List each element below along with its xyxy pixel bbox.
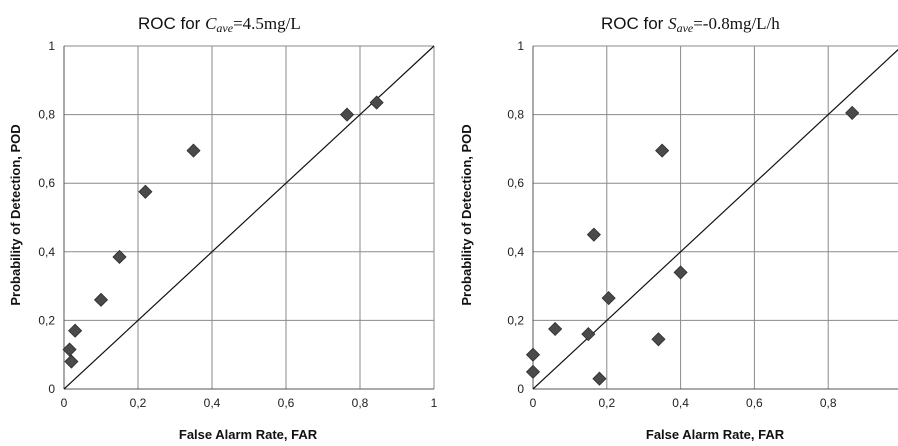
title-prefix: ROC for (601, 14, 668, 33)
plot-area: 0 0,2 0,4 0,6 0,8 0 0,2 0,4 0,6 0,8 1 (507, 39, 898, 410)
diagonal-reference-line (532, 48, 898, 390)
x-tick-label: 0,4 (672, 396, 689, 410)
title-suffix: =4.5mg/L (233, 14, 301, 33)
x-tick-label: 0,6 (746, 396, 763, 410)
x-axis-label: False Alarm Rate, FAR (179, 427, 318, 442)
y-tick-label: 0,8 (38, 108, 55, 122)
x-tick-label: 0,8 (820, 396, 837, 410)
title-symbol: C (205, 14, 217, 33)
data-point (586, 227, 601, 242)
title-symbol: S (668, 14, 677, 33)
x-tick-label: 0,2 (598, 396, 615, 410)
data-point (369, 95, 384, 110)
y-tick-label: 0,2 (507, 313, 524, 327)
roc-chart-concentration-svg: ROC for Cave=4.5mg/L 0 0,2 0,4 0,6 0,8 100,20… (8, 14, 438, 442)
data-point (525, 364, 541, 379)
roc-chart-slope: ROC for Save=-0.8mg/L/h 0 0,2 0,4 0,6 0,8 0 0,… (449, 0, 898, 446)
x-tick-label: 0,2 (130, 396, 147, 410)
data-point (845, 105, 860, 120)
y-tick-label: 1 (517, 39, 524, 53)
plot-area: 0 0,2 0,4 0,6 0,8 1 0 0,2 0,4 0,6 0,8 1 (38, 39, 437, 410)
roc-chart-concentration: ROC for Cave=4.5mg/L 0 0,2 0,4 0,6 0,8 1 0 0,2 0… (8, 14, 438, 442)
y-tick-label: 0,6 (507, 176, 524, 190)
title-subscript: ave (677, 21, 694, 35)
x-tick-label: 0 (61, 396, 68, 410)
data-point (651, 332, 666, 347)
y-axis-label: Probability of Detection, POD (459, 124, 474, 305)
data-point (655, 143, 670, 158)
title-suffix: =-0.8mg/L/h (693, 14, 780, 33)
x-axis-label: False Alarm Rate, FAR (646, 427, 785, 442)
y-tick-label: 0,6 (38, 176, 55, 190)
data-point (525, 347, 541, 362)
x-tick-label: 0,6 (278, 396, 295, 410)
y-axis-label: Probability of Detection, POD (8, 124, 23, 305)
data-point (68, 323, 83, 338)
y-tick-label: 0,8 (507, 108, 524, 122)
data-point (581, 327, 596, 342)
roc-chart-slope-svg: ROC for Save=-0.8mg/L/h 0 0,2 0,4 0,6 0,8 0 0,… (459, 14, 898, 442)
data-point (592, 371, 607, 386)
chart-title: ROC for Save=-0.8mg/L/h (601, 14, 780, 35)
y-tick-label: 0,4 (507, 245, 524, 259)
x-tick-label: 1 (431, 396, 438, 410)
x-tick-label: 0 (530, 396, 537, 410)
x-tick-label: 0,8 (352, 396, 369, 410)
data-point (93, 292, 109, 307)
x-tick-label: 0,4 (204, 396, 221, 410)
data-point (673, 265, 688, 280)
y-tick-label: 0 (517, 382, 524, 396)
data-point (548, 321, 563, 337)
chart-title: ROC for Cave=4.5mg/L (138, 14, 301, 35)
data-point (601, 291, 616, 306)
data-point (186, 143, 201, 158)
data-point (62, 342, 77, 357)
data-point (112, 249, 127, 265)
data-point (138, 184, 153, 199)
data-point (339, 107, 355, 122)
data-point (64, 354, 79, 369)
title-prefix: ROC for (138, 14, 205, 33)
title-subscript: ave (216, 21, 233, 35)
y-tick-label: 0 (48, 382, 55, 396)
y-tick-label: 1 (48, 39, 55, 53)
y-tick-label: 0,4 (38, 245, 55, 259)
y-tick-label: 0,2 (38, 313, 55, 327)
